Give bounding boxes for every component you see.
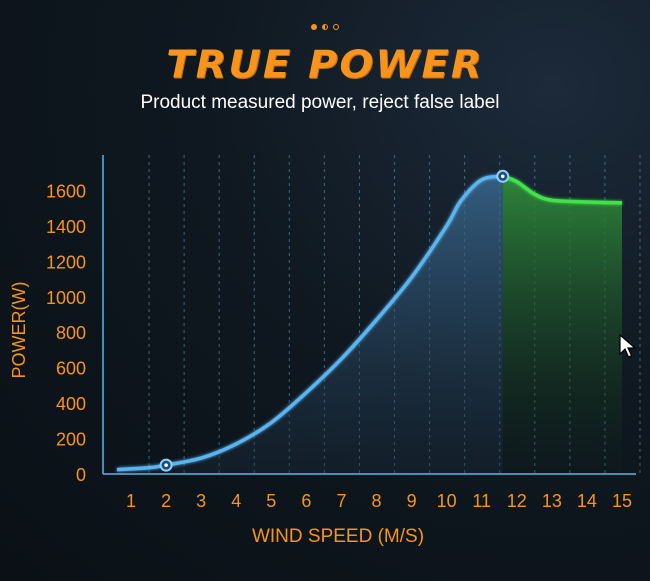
x-tick-label: 12 (507, 491, 527, 511)
area-fill-highlight (502, 176, 622, 475)
page-title: TRUE POWER (166, 43, 484, 87)
x-axis-label: WIND SPEED (M/S) (252, 526, 424, 547)
data-markers (159, 169, 510, 472)
x-tick-label: 4 (231, 491, 241, 511)
y-tick-label: 600 (56, 359, 86, 379)
pagination-dot[interactable] (311, 24, 317, 30)
y-tick-label: 1000 (46, 288, 86, 308)
x-tick-label: 5 (266, 491, 276, 511)
x-tick-label: 13 (542, 491, 562, 511)
pagination-dot[interactable] (333, 24, 339, 30)
page-subtitle: Product measured power, reject false lab… (140, 92, 500, 113)
y-axis-label: POWER(W) (9, 282, 29, 379)
pagination-dot[interactable] (322, 24, 328, 30)
series-line-highlight (502, 174, 623, 205)
x-tick-label: 10 (437, 491, 457, 511)
y-tick-label: 400 (56, 394, 86, 414)
x-tick-label: 14 (577, 491, 597, 511)
pagination-dots (0, 24, 650, 30)
y-tick-label: 800 (56, 323, 86, 343)
mouse-cursor-icon (619, 334, 637, 358)
x-tick-label: 2 (161, 491, 171, 511)
area-fill-main (117, 176, 503, 475)
y-tick-label: 1200 (46, 252, 86, 272)
x-tick-label: 1 (126, 491, 136, 511)
y-tick-label: 1600 (46, 181, 86, 201)
data-point-marker-center (500, 174, 505, 179)
x-tick-label: 6 (301, 491, 311, 511)
x-tick-label: 9 (407, 491, 417, 511)
x-tick-label: 11 (472, 491, 491, 511)
y-tick-labels: 0 200 400 600 800 1000 1200 1400 1600 (46, 181, 86, 485)
data-point-marker-center (164, 463, 168, 467)
x-tick-label: 3 (196, 491, 206, 511)
x-tick-labels: 1 2 3 4 5 6 7 8 9 10 11 12 13 14 15 (126, 491, 632, 511)
y-tick-label: 200 (56, 430, 86, 450)
y-tick-label: 0 (76, 465, 86, 485)
x-tick-label: 8 (372, 491, 382, 511)
x-tick-label: 7 (336, 491, 346, 511)
y-tick-label: 1400 (46, 217, 86, 237)
x-tick-label: 15 (612, 491, 632, 511)
